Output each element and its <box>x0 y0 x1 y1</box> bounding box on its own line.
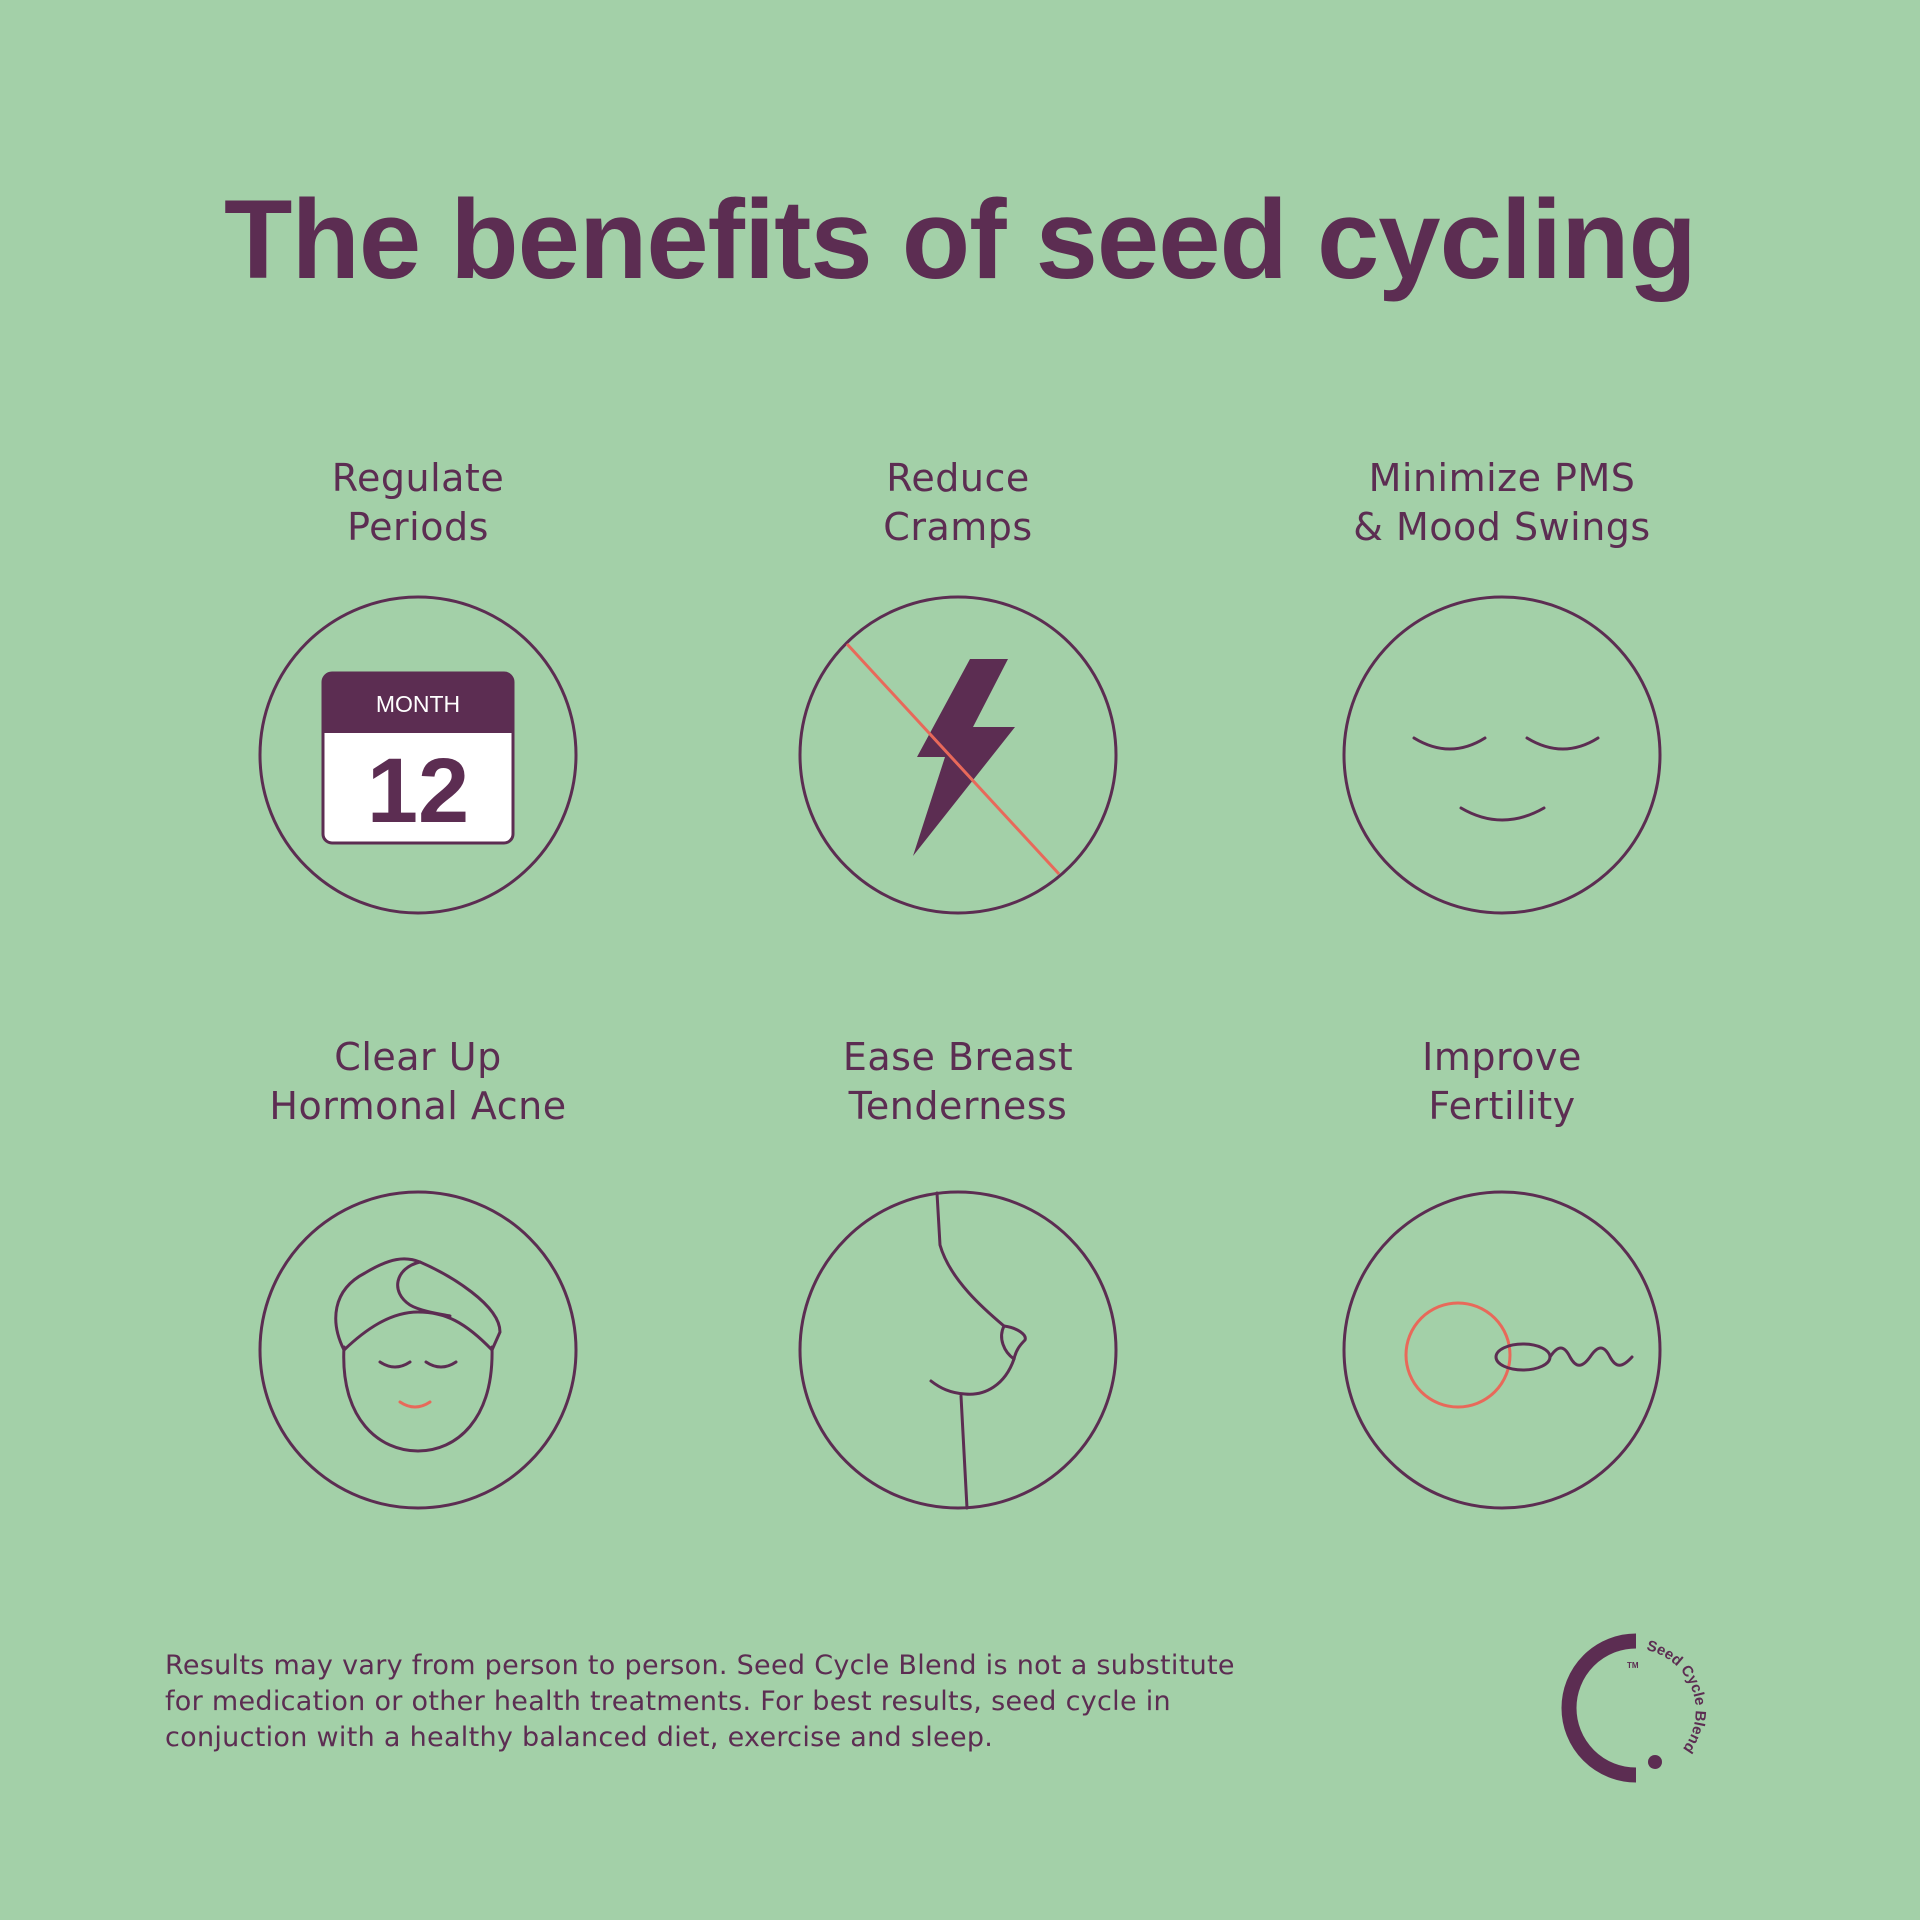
label-line: Minimize PMS <box>1368 456 1636 500</box>
calm-face-icon <box>1412 736 1600 822</box>
calendar-month: MONTH <box>376 691 460 717</box>
benefit-label-regulate-periods: Regulate Periods <box>168 454 668 552</box>
label-line: Clear Up <box>334 1035 502 1079</box>
towel-face-icon <box>334 1257 502 1453</box>
seed-cycle-blend-logo: TM Seed Cycle Blend <box>1561 1633 1709 1783</box>
disclaimer-line: for medication or other health treatment… <box>165 1686 1171 1717</box>
page-title: The benefits of seed cycling <box>224 177 1697 302</box>
label-line: Cramps <box>883 505 1033 549</box>
logo-tm: TM <box>1627 1661 1639 1670</box>
benefit-label-ease-breast: Ease Breast Tenderness <box>708 1033 1208 1131</box>
label-line: Hormonal Acne <box>269 1084 567 1128</box>
label-line: Tenderness <box>848 1084 1068 1128</box>
benefit-label-improve-fertility: Improve Fertility <box>1252 1033 1752 1131</box>
no-lightning-icon <box>845 642 1061 876</box>
calendar-icon: MONTH 12 <box>321 671 515 845</box>
disclaimer: Results may vary from person to person. … <box>165 1648 1235 1756</box>
label-line: & Mood Swings <box>1353 505 1651 549</box>
circle-frame <box>798 595 1118 915</box>
logo-text-path: Seed Cycle Blend <box>1645 1637 1709 1756</box>
circle-frame <box>1342 595 1662 915</box>
egg-sperm-icon <box>1404 1301 1634 1409</box>
benefit-label-clear-acne: Clear Up Hormonal Acne <box>168 1033 668 1131</box>
benefit-label-reduce-cramps: Reduce Cramps <box>708 454 1208 552</box>
disclaimer-line: Results may vary from person to person. … <box>165 1650 1235 1681</box>
calendar-day: 12 <box>367 740 469 842</box>
label-line: Periods <box>347 505 489 549</box>
label-line: Fertility <box>1428 1084 1576 1128</box>
circle-frame <box>258 1190 578 1510</box>
circle-frame <box>1342 1190 1662 1510</box>
label-line: Regulate <box>331 456 505 500</box>
benefit-label-minimize-pms: Minimize PMS & Mood Swings <box>1252 454 1752 552</box>
label-line: Ease Breast <box>842 1035 1074 1079</box>
label-line: Reduce <box>886 456 1030 500</box>
disclaimer-line: conjuction with a healthy balanced diet,… <box>165 1722 994 1753</box>
logo-text: Seed Cycle Blend <box>1645 1637 1709 1756</box>
circle-frame <box>798 1190 1118 1510</box>
breast-icon <box>929 1191 1027 1510</box>
circle-frame <box>258 595 578 915</box>
label-line: Improve <box>1422 1035 1582 1079</box>
